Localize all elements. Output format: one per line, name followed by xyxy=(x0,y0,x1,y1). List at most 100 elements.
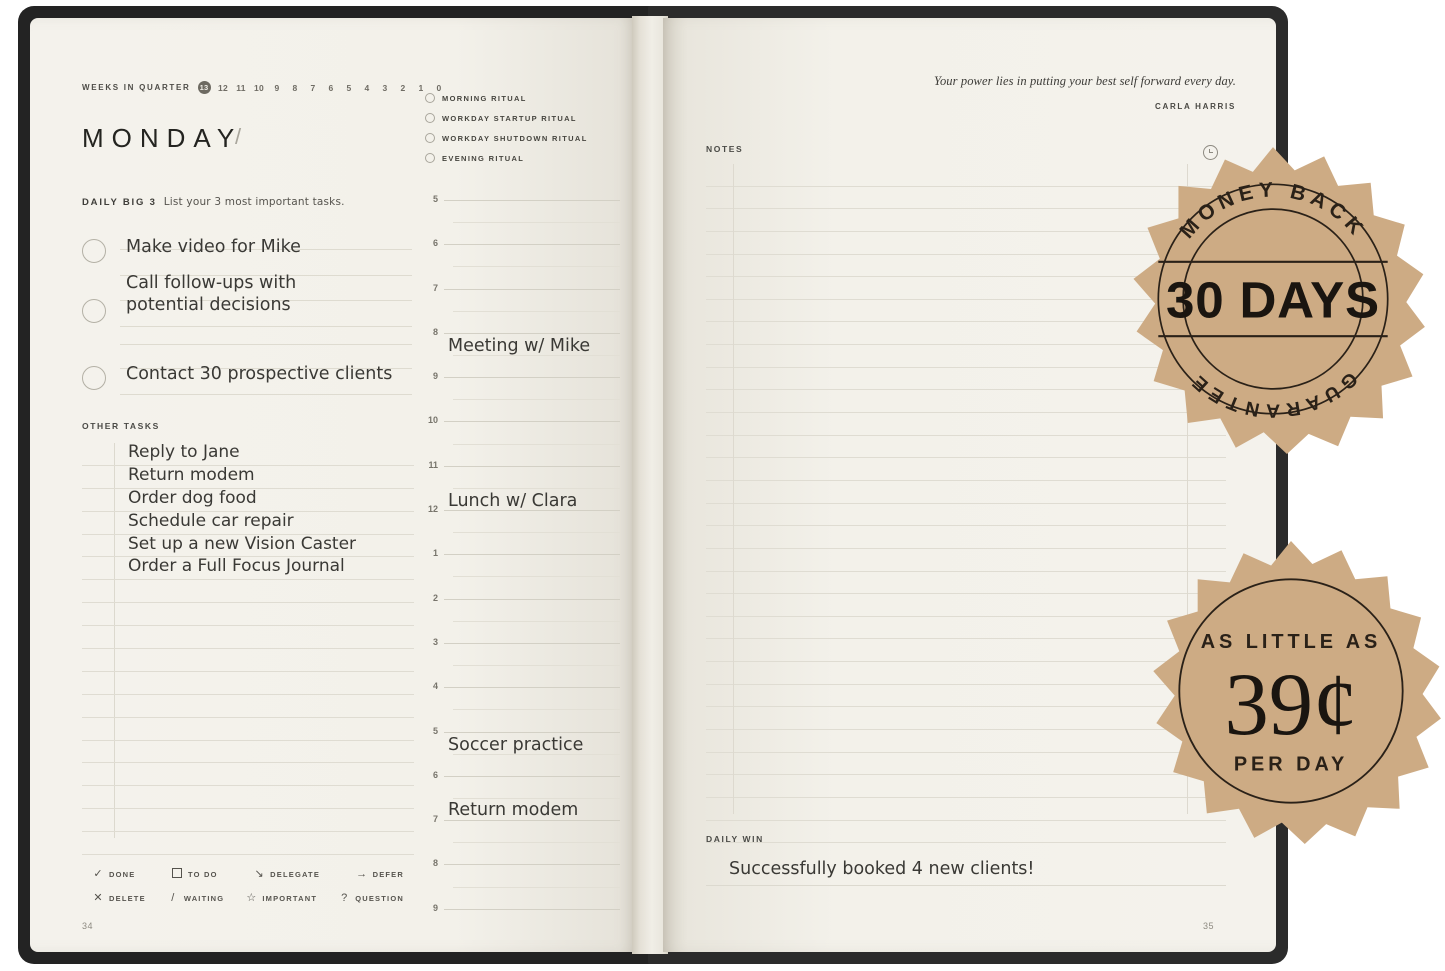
task-row[interactable]: Return modem xyxy=(82,465,414,489)
note-line[interactable] xyxy=(706,300,1226,323)
ritual-item-workday-startup[interactable]: WORKDAY STARTUP RITUAL xyxy=(425,108,588,128)
task-row-empty[interactable] xyxy=(82,695,414,718)
note-line[interactable] xyxy=(706,504,1226,527)
page-number-left: 34 xyxy=(82,921,94,931)
schedule-slot[interactable]: 1 xyxy=(420,548,620,598)
note-line[interactable] xyxy=(706,322,1226,346)
schedule-slot[interactable]: 5 Soccer practice xyxy=(420,726,620,776)
week-1[interactable]: 1 xyxy=(418,82,424,93)
week-3[interactable]: 3 xyxy=(382,82,388,93)
note-line[interactable] xyxy=(706,639,1226,663)
schedule-slot[interactable]: 7 Return modem xyxy=(420,800,620,864)
note-line[interactable] xyxy=(706,232,1226,255)
daily-schedule[interactable]: 5 6 7 8 Meeting w/ Mike 9 10 11 12 Lunch w… xyxy=(420,194,620,913)
note-line[interactable] xyxy=(706,685,1226,708)
schedule-slot[interactable]: 7 xyxy=(420,283,620,333)
note-line[interactable] xyxy=(706,798,1226,821)
schedule-slot[interactable]: 8 Meeting w/ Mike xyxy=(420,327,620,377)
note-line[interactable] xyxy=(706,481,1226,504)
schedule-slot[interactable]: 9 xyxy=(420,371,620,421)
task-row[interactable]: Reply to Jane xyxy=(82,442,414,466)
schedule-slot[interactable]: 3 xyxy=(420,637,620,687)
checkbox-circle-icon[interactable] xyxy=(82,299,106,323)
daily-win-area[interactable]: Successfully booked 4 new clients! xyxy=(706,858,1226,886)
week-6[interactable]: 6 xyxy=(328,82,334,93)
task-row-empty[interactable] xyxy=(82,672,414,695)
week-12[interactable]: 12 xyxy=(218,82,229,93)
note-line[interactable] xyxy=(706,345,1226,368)
task-row[interactable]: Set up a new Vision Caster xyxy=(82,534,414,558)
schedule-slot[interactable]: 6 xyxy=(420,770,620,820)
task-row-empty[interactable] xyxy=(82,786,414,810)
schedule-slot[interactable]: 5 xyxy=(420,194,620,244)
checkbox-circle-icon[interactable] xyxy=(425,133,435,143)
week-9[interactable]: 9 xyxy=(274,82,280,93)
note-line[interactable] xyxy=(706,821,1226,844)
checkbox-circle-icon[interactable] xyxy=(425,153,435,163)
note-line[interactable] xyxy=(706,209,1226,232)
week-current[interactable]: 13 xyxy=(197,81,211,94)
checkbox-circle-icon[interactable] xyxy=(82,239,106,263)
week-7[interactable]: 7 xyxy=(310,82,316,93)
schedule-slot[interactable]: 4 xyxy=(420,681,620,731)
note-line[interactable] xyxy=(706,594,1226,617)
note-line[interactable] xyxy=(706,707,1226,731)
note-line[interactable] xyxy=(706,662,1226,685)
week-10[interactable]: 10 xyxy=(254,82,265,93)
note-line[interactable] xyxy=(706,458,1226,481)
note-line[interactable] xyxy=(706,526,1226,549)
schedule-slot[interactable]: 11 xyxy=(420,460,620,510)
task-row-empty[interactable] xyxy=(82,741,414,764)
task-row-empty[interactable] xyxy=(82,580,414,604)
checkbox-circle-icon[interactable] xyxy=(425,113,435,123)
schedule-slot[interactable]: 8 xyxy=(420,858,620,908)
task-row-empty[interactable] xyxy=(82,832,414,856)
week-5[interactable]: 5 xyxy=(346,82,352,93)
week-0[interactable]: 0 xyxy=(436,82,442,93)
other-tasks-list[interactable]: Reply to Jane Return modem Order dog foo… xyxy=(82,442,414,856)
ritual-item-morning[interactable]: MORNING RITUAL xyxy=(425,88,588,108)
schedule-slot[interactable]: 6 xyxy=(420,238,620,288)
daily-big-3-item[interactable]: Call follow-ups with potential decisions xyxy=(82,273,412,345)
note-line[interactable] xyxy=(706,549,1226,572)
notes-area[interactable] xyxy=(706,164,1226,844)
schedule-slot[interactable]: 2 xyxy=(420,593,620,643)
week-2[interactable]: 2 xyxy=(400,82,406,93)
task-row-empty[interactable] xyxy=(82,626,414,650)
week-11[interactable]: 11 xyxy=(236,82,246,93)
note-line[interactable] xyxy=(706,368,1226,391)
task-row-empty[interactable] xyxy=(82,718,414,741)
note-line[interactable] xyxy=(706,277,1226,300)
note-line[interactable] xyxy=(706,436,1226,459)
daily-big-3-item[interactable]: Contact 30 prospective clients xyxy=(82,342,412,402)
note-line[interactable] xyxy=(706,730,1226,753)
checkbox-circle-icon[interactable] xyxy=(425,93,435,103)
task-row[interactable]: Order a Full Focus Journal xyxy=(82,556,414,581)
task-row-empty[interactable] xyxy=(82,809,414,833)
note-line[interactable] xyxy=(706,572,1226,595)
schedule-slot[interactable]: 12 Lunch w/ Clara xyxy=(420,491,620,554)
daily-big-3-item[interactable]: Make video for Mike xyxy=(82,223,412,276)
note-line[interactable] xyxy=(706,753,1226,776)
note-line[interactable] xyxy=(706,390,1226,414)
task-row-empty[interactable] xyxy=(82,649,414,672)
daily-win-line[interactable]: Successfully booked 4 new clients! xyxy=(706,858,1226,886)
task-row[interactable]: Schedule car repair xyxy=(82,511,414,535)
week-4[interactable]: 4 xyxy=(364,82,370,93)
task-row-empty[interactable] xyxy=(82,763,414,787)
note-line[interactable] xyxy=(706,164,1226,187)
task-row[interactable]: Order dog food xyxy=(82,488,414,512)
ritual-item-evening[interactable]: EVENING RITUAL xyxy=(425,148,588,168)
schedule-slot[interactable]: 10 xyxy=(420,415,620,465)
checkbox-circle-icon[interactable] xyxy=(82,366,106,390)
note-line[interactable] xyxy=(706,775,1226,798)
note-line[interactable] xyxy=(706,255,1226,278)
clock-icon[interactable] xyxy=(1203,145,1218,160)
task-row-empty[interactable] xyxy=(82,603,414,627)
note-line[interactable] xyxy=(706,187,1226,210)
ritual-item-workday-shutdown[interactable]: WORKDAY SHUTDOWN RITUAL xyxy=(425,128,588,148)
note-line[interactable] xyxy=(706,413,1226,436)
schedule-slot[interactable]: 9 xyxy=(420,903,620,952)
week-8[interactable]: 8 xyxy=(292,82,298,93)
note-line[interactable] xyxy=(706,617,1226,640)
